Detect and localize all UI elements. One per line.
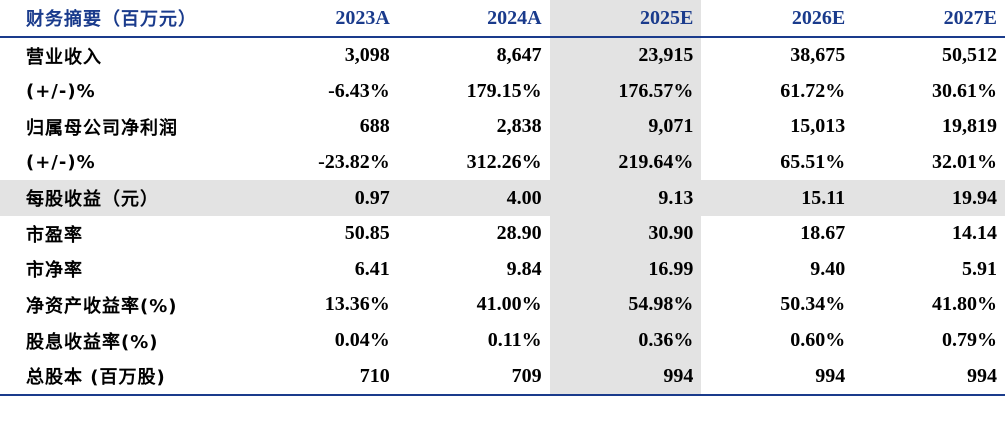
row-value: 688 [359,115,390,138]
row-label: 净资产收益率(%) [26,295,178,317]
row-label: (+/-)% [26,80,96,102]
row-value: 0.79% [942,329,997,352]
table-row: 市净率 6.41 9.84 16.99 9.40 5.91 [0,251,1005,288]
row-value: 13.36% [324,293,390,316]
header-year: 2023A [246,0,398,38]
data-table: 财务摘要（百万元） 2023A 2024A 2025E 2026E 2027E … [0,0,1005,396]
row-value: 994 [549,358,702,396]
row-value: 4.00 [397,180,550,216]
row-value: 2,838 [496,115,542,138]
table-row: (+/-)% -6.43% 179.15% 176.57% 61.72% 30.61% [0,73,1005,110]
header-year: 2026E [701,0,854,38]
row-value: 3,098 [344,44,390,67]
table-row: 股息收益率(%) 0.04% 0.11% 0.36% 0.60% 0.79% [0,322,1005,359]
header-row: 财务摘要（百万元） 2023A 2024A 2025E 2026E 2027E [0,0,1005,38]
row-value: 15,013 [790,115,846,138]
row-label: 归属母公司净利润 [26,117,178,139]
row-value: 9,071 [549,109,702,145]
table-row: 归属母公司净利润 688 2,838 9,071 15,013 19,819 [0,109,1005,145]
row-value: 5.91 [962,257,997,280]
table-row: 净资产收益率(%) 13.36% 41.00% 54.98% 50.34% 41.80% [0,287,1005,323]
row-value: 65.51% [780,151,846,174]
row-value: 219.64% [549,144,702,181]
row-value: 0.60% [790,329,846,352]
row-value: 14.14 [952,222,997,245]
header-year: 2024A [397,0,550,38]
row-label: 总股本 (百万股) [0,358,246,396]
header-year: 2027E [853,0,1005,38]
row-value: 6.41 [354,257,390,280]
table-row: 总股本 (百万股) 710 709 994 994 994 [0,358,1005,396]
row-value: 710 [246,358,398,396]
header-label: 财务摘要（百万元） [0,0,246,38]
header-year: 2025E [549,0,702,38]
row-value: 30.61% [932,79,997,102]
row-value: 41.80% [932,293,997,316]
table-row: 市盈率 50.85 28.90 30.90 18.67 14.14 [0,215,1005,252]
row-value: 38,675 [790,44,846,67]
row-value: 23,915 [549,37,702,74]
row-value: 50,512 [942,44,997,67]
row-value: 312.26% [466,151,542,174]
row-value: 16.99 [549,251,702,288]
row-value: 0.11% [487,329,542,352]
row-value: 50.34% [780,293,846,316]
row-value: 179.15% [466,79,542,102]
row-value: 19.94 [853,180,1005,216]
row-value: 9.13 [549,180,702,216]
row-value: 0.36% [549,322,702,359]
row-value: 28.90 [496,222,542,245]
row-value: 9.84 [506,257,542,280]
row-label: 市盈率 [26,224,83,246]
table-row: 营业收入 3,098 8,647 23,915 38,675 50,512 [0,37,1005,74]
row-value: 9.40 [810,257,846,280]
row-value: 18.67 [800,222,846,245]
row-value: 709 [397,358,550,396]
row-value: 0.04% [334,329,390,352]
row-label: 股息收益率(%) [26,331,159,353]
row-value: 994 [701,358,854,396]
row-value: 15.11 [701,180,854,216]
row-label: 营业收入 [26,46,102,68]
row-value: 19,819 [942,115,997,138]
row-value: 176.57% [549,73,702,110]
row-value: 32.01% [932,151,997,174]
row-value: 41.00% [476,293,542,316]
row-value: -23.82% [318,151,390,174]
row-value: 61.72% [780,79,846,102]
row-value: 8,647 [496,44,542,67]
table-row: (+/-)% -23.82% 312.26% 219.64% 65.51% 32.01% [0,144,1005,181]
row-value: 0.97 [246,180,398,216]
row-value: 50.85 [344,222,390,245]
row-label: 市净率 [26,260,83,282]
row-label: (+/-)% [26,152,96,174]
row-label: 每股收益（元） [0,180,246,216]
table-row: 每股收益（元） 0.97 4.00 9.13 15.11 19.94 [0,180,1005,216]
row-value: 994 [853,358,1005,396]
row-value: -6.43% [328,79,390,102]
row-value: 30.90 [549,215,702,252]
row-value: 54.98% [549,287,702,323]
